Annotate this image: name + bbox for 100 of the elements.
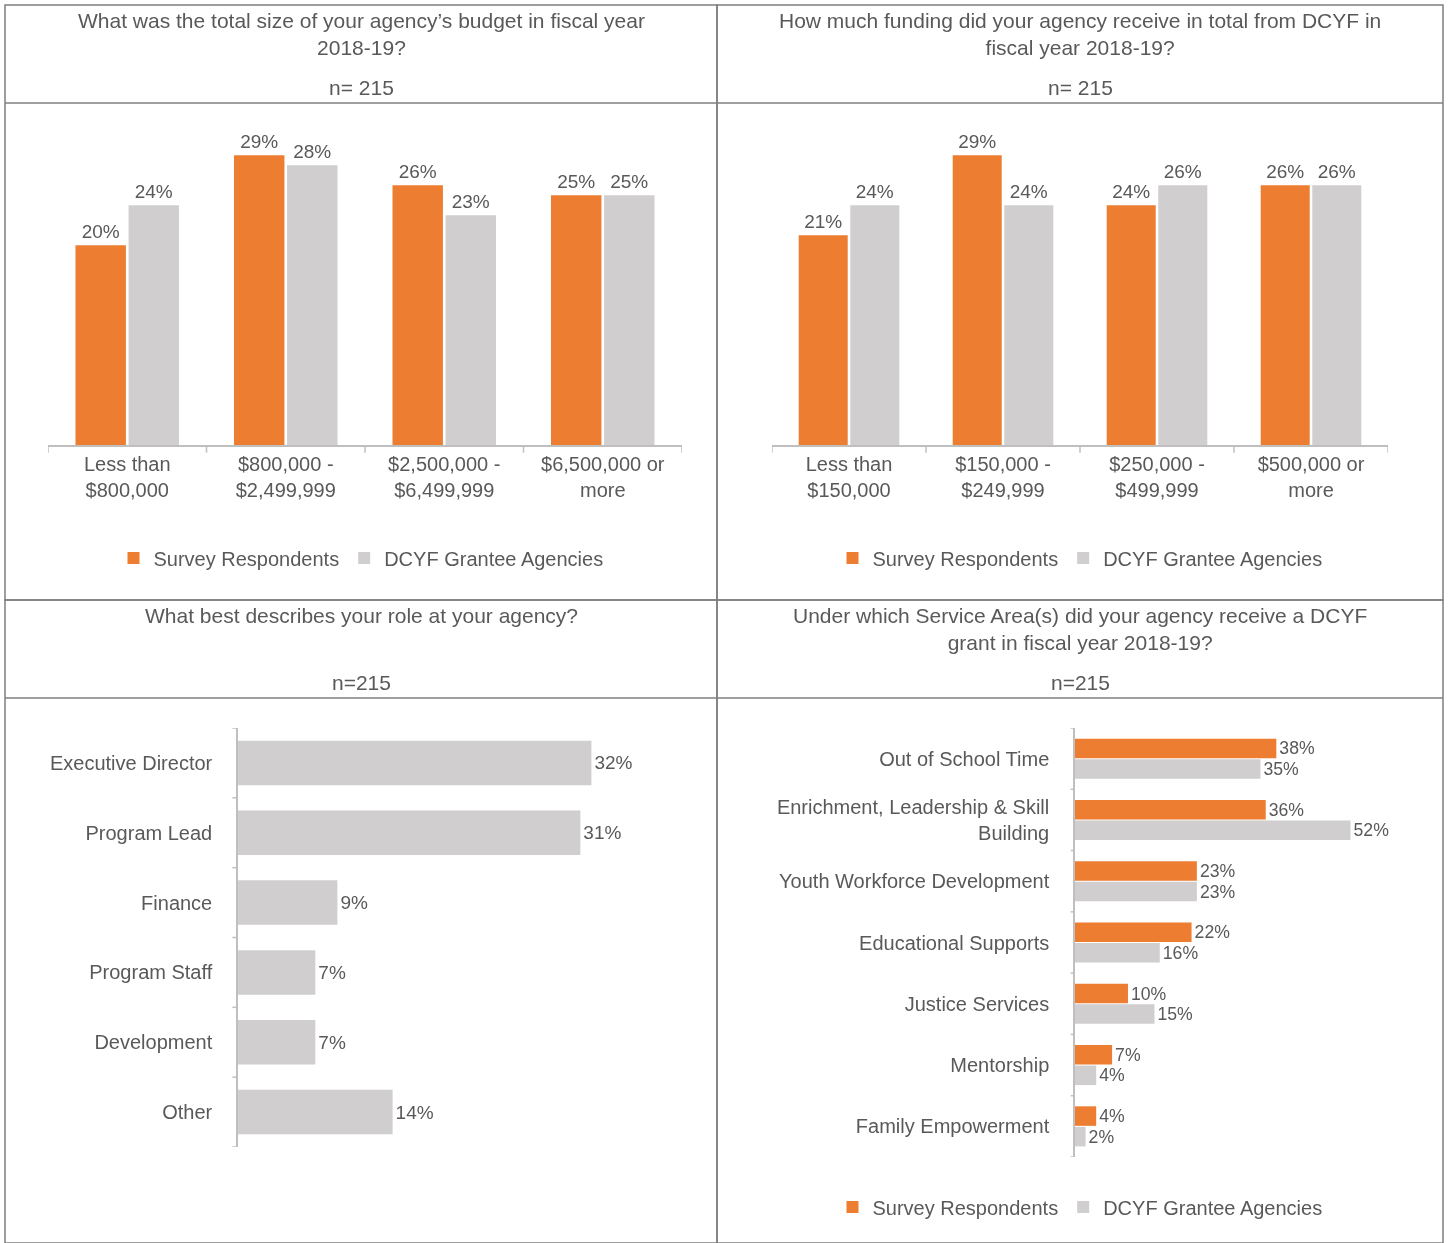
data-label: 25% [557,171,596,193]
bar [1075,922,1192,942]
data-label: 29% [958,131,997,153]
data-label: 25% [610,171,649,193]
chart-title: What best describes your role at your agency? [145,604,579,627]
bar [392,185,443,445]
y-tick-label: Program Staff [89,961,213,984]
y-tick-label: Enrichment, Leadership & Skill Building [776,795,1050,844]
chart-title: How much funding did your agency receive in total from DCYF in fiscal year 2018-19? [779,9,1382,60]
data-label: 23% [1199,860,1236,881]
bar [1075,799,1266,820]
bar [1106,205,1156,445]
data-label: 7% [318,961,346,983]
legend-label: Survey Respondents [872,547,1059,570]
x-tick-label: Less than $150,000 [805,452,893,501]
data-label: 23% [1199,881,1236,902]
bar [238,880,338,925]
bar [1075,1126,1086,1147]
bar [128,205,180,445]
legend-label: DCYF Grantee Agencies [1103,547,1323,570]
chart-subtitle: n=215 [1051,671,1110,694]
bar [604,195,655,445]
data-label: 31% [583,822,622,844]
bar [238,1089,393,1135]
bar [1075,1106,1097,1126]
legend-label: Survey Respondents [153,547,340,570]
y-tick-label: Justice Services [904,992,1050,1015]
data-label: 26% [1317,161,1356,183]
y-tick-label: Educational Supports [859,931,1050,954]
bar [1075,1004,1155,1024]
data-label: 4% [1099,1106,1125,1127]
chart-subtitle: n=215 [332,671,391,694]
data-label: 26% [1163,161,1202,183]
data-label: 24% [855,181,894,203]
data-label: 16% [1162,942,1199,963]
x-tick-label: Less than $800,000 [83,452,171,501]
data-label: 21% [804,211,843,233]
data-label: 35% [1263,758,1300,779]
data-label: 22% [1194,922,1231,943]
data-label: 32% [594,752,633,774]
x-tick-label: $250,000 - $499,999 [1109,452,1205,501]
data-label: 24% [1112,181,1151,203]
data-label: 20% [81,221,120,243]
legend-label: Survey Respondents [872,1196,1059,1219]
data-label: 15% [1157,1004,1194,1025]
y-tick-label: Development [94,1031,213,1054]
y-tick-label: Out of School Time [879,747,1050,770]
chart-title: Under which Service Area(s) did your agency receive a DCYF grant in fiscal year 2018-19? [793,604,1368,655]
y-tick-label: Family Empowerment [855,1115,1050,1138]
data-label: 14% [395,1101,434,1123]
bar [238,810,581,855]
bar [233,155,285,445]
data-label: 2% [1088,1126,1115,1147]
data-label: 29% [240,131,279,153]
data-label: 7% [318,1031,346,1053]
data-label: 24% [1009,181,1048,203]
x-tick-label: $6,500,000 or more [541,452,665,501]
bar [75,245,126,445]
legend-label: DCYF Grantee Agencies [1103,1196,1323,1219]
data-label: 9% [340,892,368,914]
bar [1075,820,1351,840]
bar [238,1020,316,1065]
bar [798,235,848,445]
chart-subtitle: n= 215 [1048,76,1113,99]
bar [850,205,900,445]
bar [1075,861,1197,881]
data-label: 24% [134,181,173,203]
x-tick-label: $2,500,000 - $6,499,999 [388,452,501,501]
bar [1312,185,1362,445]
data-label: 10% [1131,983,1167,1004]
y-tick-label: Mentorship [950,1054,1050,1077]
data-label: 38% [1279,738,1315,759]
y-tick-label: Program Lead [85,821,213,844]
data-label: 26% [398,161,437,183]
data-label: 23% [451,191,490,213]
y-tick-label: Finance [141,891,213,914]
bar [1075,738,1277,759]
bar [550,195,602,445]
bar [1075,1065,1097,1086]
x-tick-label: $500,000 or more [1257,452,1365,501]
data-label: 26% [1266,161,1305,183]
bar [1075,881,1197,902]
data-label: 36% [1268,799,1305,820]
data-label: 52% [1353,820,1390,841]
x-tick-label: $800,000 - $2,499,999 [235,452,336,501]
y-tick-label: Executive Director [49,751,213,774]
chart-subtitle: n= 215 [329,76,394,99]
y-tick-label: Youth Workforce Development [779,870,1050,893]
y-tick-label: Other [162,1101,213,1124]
bar [238,740,592,786]
bar [1158,185,1208,445]
legend-label: DCYF Grantee Agencies [384,547,604,570]
data-label: 7% [1115,1044,1141,1065]
chart-title: What was the total size of your agency’s budget in fiscal year 2018-19? [78,9,645,60]
data-label: 28% [293,141,332,163]
bar [1075,943,1160,963]
bar [445,215,497,445]
bar [287,165,338,445]
bar [1004,205,1054,445]
bar [238,950,316,995]
